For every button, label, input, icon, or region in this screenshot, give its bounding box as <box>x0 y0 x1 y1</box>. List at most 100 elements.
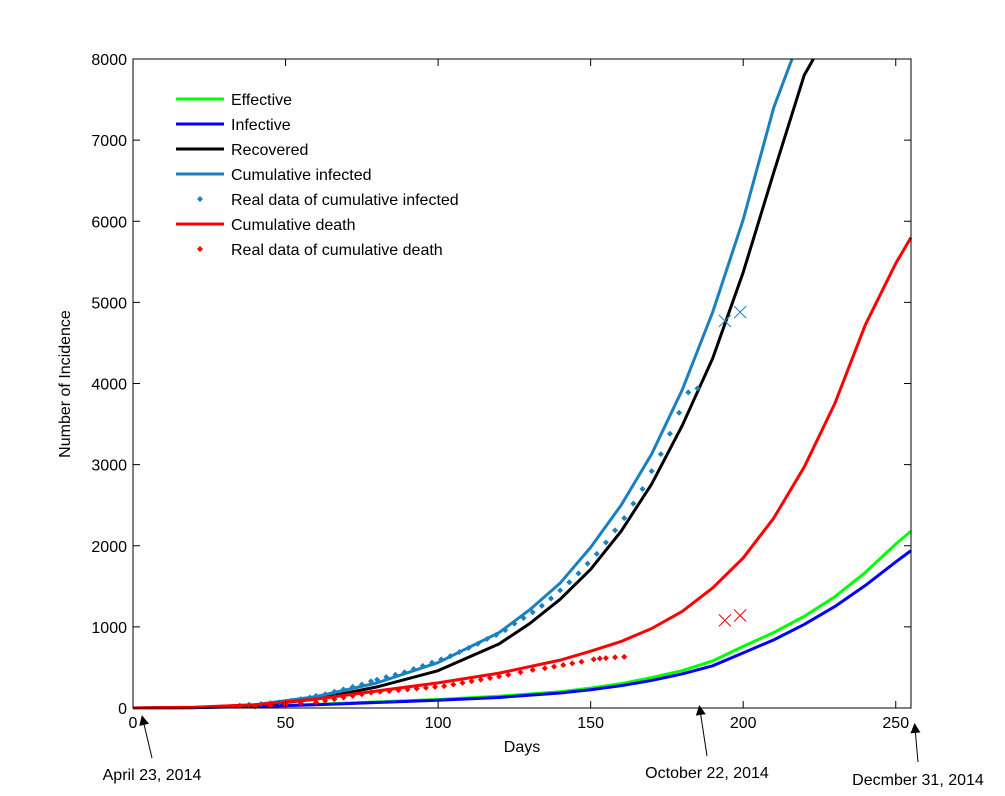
date-annotation-2: Decmber 31, 2014 <box>852 723 984 789</box>
data-point <box>685 389 692 396</box>
data-point <box>578 658 585 665</box>
data-point <box>612 527 619 534</box>
data-point <box>648 468 655 475</box>
data-point <box>612 654 619 661</box>
data-point <box>465 644 472 651</box>
data-point <box>404 686 411 693</box>
annotation-arrow <box>139 715 153 759</box>
x-axis-label: Days <box>504 739 540 756</box>
data-point <box>505 671 512 678</box>
data-point <box>322 691 329 698</box>
data-point <box>602 539 609 546</box>
data-point <box>410 666 417 673</box>
data-point <box>621 653 628 660</box>
legend-label: Cumulative death <box>231 217 356 234</box>
legend-label: Infective <box>231 117 291 134</box>
data-point <box>569 660 576 667</box>
legend-label: Effective <box>231 92 292 109</box>
data-point <box>297 700 304 707</box>
date-annotation-0: April 23, 2014 <box>103 715 201 784</box>
cross-marker <box>718 614 732 627</box>
data-point <box>358 681 365 688</box>
data-point <box>557 587 564 594</box>
data-point <box>459 679 466 686</box>
data-point <box>676 409 683 416</box>
y-tick-label: 3000 <box>91 458 127 475</box>
cross-marker <box>733 305 747 319</box>
data-point <box>349 683 356 690</box>
y-tick-label: 5000 <box>91 295 127 312</box>
annotations: April 23, 2014 October 22, 2014 Decmber 31… <box>103 705 984 789</box>
legend-label: Real data of cumulative infected <box>231 192 459 209</box>
data-point <box>349 692 356 699</box>
legend-entry-cumulative-infected: Cumulative infected <box>176 167 372 184</box>
annotation-arrow <box>695 705 708 757</box>
x-tick-label: 200 <box>730 715 757 732</box>
data-point <box>367 678 374 685</box>
y-axis-label: Number of Incidence <box>57 310 74 458</box>
data-point <box>377 688 384 695</box>
marker-group-7 <box>718 305 747 328</box>
legend-swatch <box>197 246 203 252</box>
legend-entry-cumulative-death: Cumulative death <box>176 217 356 234</box>
x-tick-label: 250 <box>882 715 909 732</box>
data-point <box>383 674 390 681</box>
data-point <box>428 659 435 666</box>
data-point <box>541 665 548 672</box>
y-tick-label: 2000 <box>91 539 127 556</box>
data-point <box>666 430 673 437</box>
data-point <box>367 689 374 696</box>
annotation-label: Decmber 31, 2014 <box>852 772 984 789</box>
data-point <box>450 681 457 688</box>
data-point <box>313 692 320 699</box>
data-point <box>419 662 426 669</box>
data-point <box>438 656 445 663</box>
data-point <box>340 686 347 693</box>
data-point <box>529 666 536 673</box>
data-point <box>313 699 320 706</box>
y-tick-label: 6000 <box>91 214 127 231</box>
data-point <box>474 640 481 647</box>
data-point <box>630 500 637 507</box>
data-point <box>441 683 448 690</box>
data-point <box>468 678 475 685</box>
data-point <box>520 614 527 621</box>
data-point <box>331 688 338 695</box>
legend-entry-real-data-of-cumulative-infected: Real data of cumulative infected <box>197 192 459 209</box>
data-point <box>358 691 365 698</box>
ticks-layer: 0 50 100 150 200 250 0 1000 2000 3000 4000 5000 6000… <box>91 52 911 732</box>
data-point <box>322 697 329 704</box>
legend-label: Recovered <box>231 142 308 159</box>
marker-group-8 <box>718 609 747 627</box>
legend-swatch <box>197 196 203 202</box>
cross-marker <box>733 609 747 622</box>
cross-marker <box>718 314 732 328</box>
series-line-cumulative-infected <box>132 58 794 710</box>
data-point <box>340 694 347 701</box>
data-point <box>447 653 454 660</box>
y-tick-label: 8000 <box>91 52 127 69</box>
data-point <box>694 385 701 392</box>
y-tick-label: 0 <box>118 701 127 718</box>
data-point <box>551 663 558 670</box>
data-point <box>401 669 408 676</box>
data-point <box>602 655 609 662</box>
data-point <box>493 631 500 638</box>
data-point <box>639 485 646 492</box>
data-point <box>456 649 463 656</box>
x-tick-label: 50 <box>277 715 295 732</box>
data-point <box>596 655 603 662</box>
data-point <box>566 579 573 586</box>
data-point <box>392 671 399 678</box>
data-point <box>590 656 597 663</box>
legend-box <box>167 82 507 262</box>
data-point <box>395 687 402 694</box>
y-tick-label: 7000 <box>91 133 127 150</box>
data-point <box>267 702 274 709</box>
y-tick-label: 1000 <box>91 620 127 637</box>
data-point <box>621 515 628 522</box>
x-tick-label: 100 <box>425 715 452 732</box>
data-point <box>560 662 567 669</box>
data-point <box>432 683 439 690</box>
